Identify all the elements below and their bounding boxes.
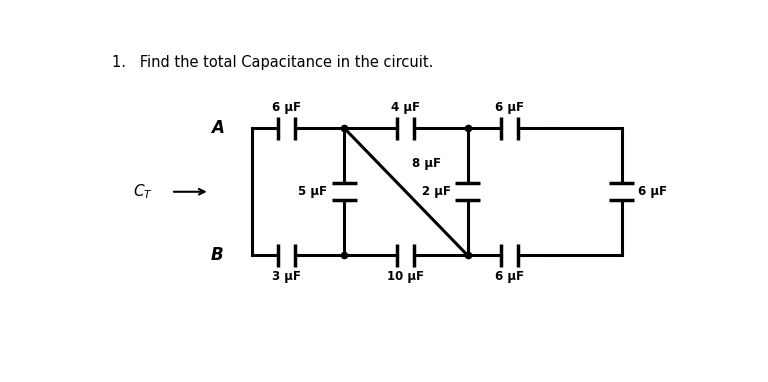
Text: 10 μF: 10 μF bbox=[387, 270, 425, 283]
Text: A: A bbox=[211, 119, 223, 137]
Text: 6 μF: 6 μF bbox=[495, 270, 525, 283]
Text: 6 μF: 6 μF bbox=[495, 100, 525, 113]
Text: 5 μF: 5 μF bbox=[299, 185, 327, 198]
Text: 4 μF: 4 μF bbox=[392, 100, 420, 113]
Text: 6 μF: 6 μF bbox=[638, 185, 667, 198]
Text: $C_T$: $C_T$ bbox=[133, 182, 152, 201]
Text: 6 μF: 6 μF bbox=[272, 100, 301, 113]
Text: 2 μF: 2 μF bbox=[422, 185, 451, 198]
Text: 8 μF: 8 μF bbox=[412, 157, 441, 170]
Text: 3 μF: 3 μF bbox=[272, 270, 301, 283]
Text: 1.   Find the total Capacitance in the circuit.: 1. Find the total Capacitance in the cir… bbox=[112, 55, 433, 70]
Text: B: B bbox=[211, 246, 223, 264]
